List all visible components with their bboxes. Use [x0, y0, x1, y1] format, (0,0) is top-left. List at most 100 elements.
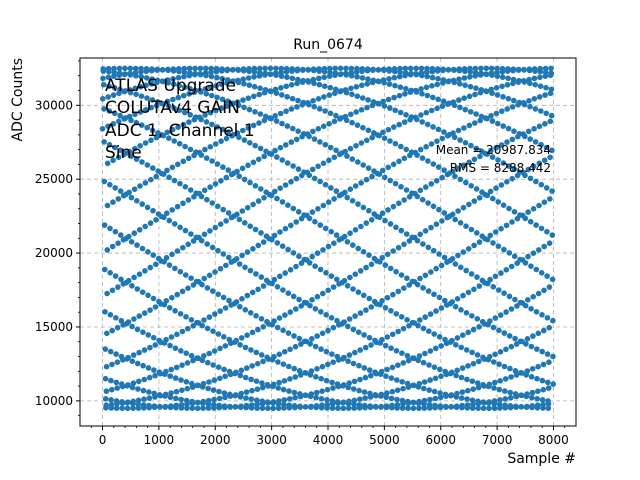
data-point [211, 348, 218, 354]
data-point [259, 405, 266, 412]
data-point [340, 399, 347, 406]
data-point [350, 360, 357, 367]
data-point [532, 106, 539, 112]
data-point [529, 403, 536, 409]
data-point [249, 387, 255, 394]
data-point [149, 97, 156, 103]
data-point [163, 254, 170, 261]
data-point [165, 80, 172, 86]
data-point [183, 350, 189, 357]
data-point [513, 372, 520, 378]
data-point [114, 385, 120, 391]
y-tick-label: 15000 [35, 320, 73, 334]
data-point [201, 317, 207, 323]
data-point [115, 284, 121, 290]
data-point [449, 369, 455, 376]
data-point [486, 405, 492, 412]
data-point [100, 75, 106, 82]
data-point [414, 116, 420, 123]
data-point [527, 80, 533, 87]
data-point [358, 223, 364, 230]
data-point [497, 378, 504, 384]
data-point [401, 241, 407, 248]
data-point [198, 193, 205, 200]
data-point [152, 394, 158, 400]
data-point [465, 246, 472, 252]
data-point [343, 117, 350, 124]
data-point [334, 317, 340, 324]
data-point [418, 112, 424, 118]
data-point [213, 83, 219, 89]
data-point [305, 79, 312, 85]
data-point [256, 91, 263, 98]
data-point [242, 307, 249, 313]
data-point [316, 106, 323, 112]
data-point [164, 210, 170, 216]
data-point [387, 221, 394, 227]
data-point [171, 177, 178, 184]
data-point [253, 378, 260, 385]
data-point [387, 105, 393, 111]
data-point [536, 123, 543, 130]
data-point [364, 66, 371, 72]
data-point [109, 361, 115, 368]
data-point [439, 218, 445, 224]
data-point [317, 266, 324, 273]
data-point [540, 386, 547, 393]
data-point [274, 240, 281, 246]
annotation-line-3: ADC 1, Channel 1 [105, 121, 255, 141]
data-point [165, 67, 171, 74]
data-point [326, 157, 332, 164]
data-point [376, 214, 383, 221]
data-point [350, 326, 357, 333]
data-point [368, 217, 375, 223]
data-point [467, 83, 474, 90]
data-point [361, 389, 368, 395]
data-point [235, 79, 242, 86]
data-point [170, 96, 176, 103]
data-point [407, 65, 414, 72]
data-point [244, 249, 251, 255]
data-point [470, 386, 477, 393]
data-point [273, 90, 280, 96]
data-point [329, 379, 335, 386]
data-point [325, 199, 332, 205]
data-point [113, 405, 120, 412]
data-point [438, 373, 444, 380]
data-point [106, 141, 113, 148]
data-point [425, 200, 431, 206]
data-point [384, 294, 391, 301]
data-point [398, 227, 405, 234]
data-point [354, 74, 360, 80]
data-point [183, 379, 190, 385]
data-point [403, 146, 410, 153]
data-point [212, 224, 219, 231]
data-point [282, 225, 289, 232]
data-point [385, 126, 392, 133]
data-point [381, 103, 388, 109]
data-point [363, 264, 369, 271]
data-point [280, 361, 287, 368]
data-point [526, 98, 532, 104]
data-point [502, 376, 509, 382]
data-point [455, 165, 462, 172]
data-point [111, 84, 118, 91]
data-point [146, 389, 152, 395]
data-point [268, 115, 275, 122]
data-point [250, 159, 257, 166]
data-point [205, 359, 211, 366]
data-point [308, 391, 315, 397]
data-point [177, 268, 184, 275]
data-point [481, 383, 487, 389]
data-point [257, 85, 263, 91]
data-point [176, 107, 183, 114]
data-point [496, 361, 502, 368]
data-point [133, 91, 139, 98]
data-point [176, 68, 182, 75]
data-point [505, 75, 511, 82]
data-point [125, 277, 132, 284]
data-point [207, 109, 214, 116]
data-point [270, 381, 277, 388]
data-point [291, 333, 297, 339]
data-point [346, 352, 353, 358]
